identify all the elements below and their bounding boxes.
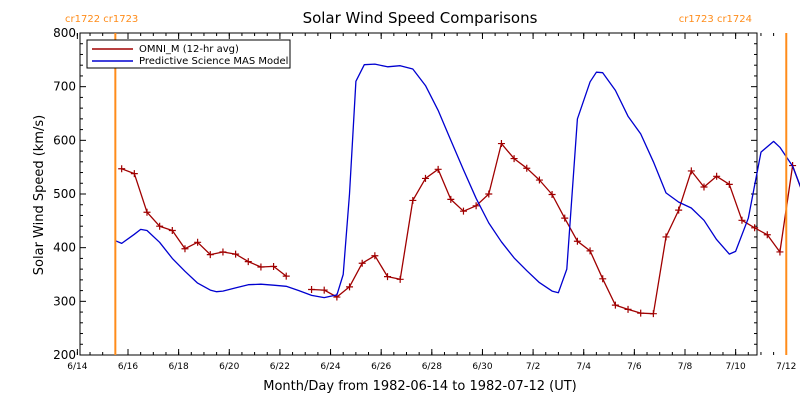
data-point-omni — [700, 183, 708, 191]
data-point-omni — [320, 286, 328, 294]
x-tick-label: 7/8 — [678, 362, 693, 372]
data-point-omni — [662, 233, 670, 241]
x-tick-label: 6/18 — [169, 362, 189, 372]
y-tick-label: 300 — [53, 294, 76, 308]
data-point-omni — [346, 283, 354, 291]
y-tick-label: 600 — [53, 133, 76, 147]
data-point-omni — [548, 191, 556, 199]
data-point-omni — [586, 247, 594, 255]
data-point-omni — [143, 208, 151, 216]
legend: OMNI_M (12-hr avg) Predictive Science MA… — [86, 39, 291, 69]
data-point-omni — [624, 305, 632, 313]
data-point-omni — [434, 165, 442, 173]
data-point-omni — [535, 176, 543, 184]
data-point-omni — [232, 250, 240, 258]
data-point-omni — [130, 170, 138, 178]
series-line-mas — [115, 63, 800, 299]
data-point-omni — [510, 155, 518, 163]
data-point-omni — [675, 206, 683, 214]
data-point-omni — [459, 207, 467, 215]
data-point-omni — [447, 195, 455, 203]
data-point-omni — [561, 214, 569, 222]
y-axis-label: Solar Wind Speed (km/s) — [32, 115, 47, 275]
data-point-omni — [497, 140, 505, 148]
y-tick-label: 700 — [53, 80, 76, 94]
x-axis-label: Month/Day from 1982-06-14 to 1982-07-12 … — [263, 379, 576, 394]
data-point-omni — [763, 231, 771, 239]
data-point-omni — [472, 202, 480, 210]
data-point-omni — [725, 180, 733, 188]
y-tick-label: 800 — [53, 26, 76, 40]
data-point-omni — [687, 167, 695, 175]
data-point-omni — [523, 164, 531, 172]
data-point-omni — [219, 248, 227, 256]
y-tick-label: 200 — [53, 348, 76, 362]
data-point-omni — [637, 309, 645, 317]
x-tick-label: 6/14 — [67, 362, 87, 372]
legend-label-omni: OMNI_M (12-hr avg) — [139, 44, 239, 55]
x-tick-label: 6/30 — [472, 362, 492, 372]
data-point-omni — [156, 222, 164, 230]
carrington-marker-label: cr1723 cr1724 — [679, 14, 752, 25]
legend-label-mas: Predictive Science MAS Model — [139, 56, 288, 67]
data-point-omni — [181, 245, 189, 253]
data-point-omni — [168, 226, 176, 234]
chart-title: Solar Wind Speed Comparisons — [303, 9, 538, 27]
data-point-omni — [384, 273, 392, 281]
data-point-omni — [206, 251, 214, 259]
x-tick-label: 6/22 — [270, 362, 290, 372]
legend-box — [86, 39, 291, 69]
x-tick-label: 7/2 — [526, 362, 540, 372]
data-point-omni — [118, 165, 126, 173]
x-tick-label: 6/24 — [320, 362, 340, 372]
data-point-omni — [611, 301, 619, 309]
data-point-omni — [738, 216, 746, 224]
x-tick-label: 6/20 — [219, 362, 239, 372]
y-tick-label: 400 — [53, 241, 76, 255]
data-point-omni — [409, 196, 417, 204]
data-point-omni — [358, 259, 366, 267]
x-tick-label: 6/16 — [118, 362, 138, 372]
series-line-omni — [311, 142, 800, 315]
data-point-omni — [713, 172, 721, 180]
data-point-omni — [244, 258, 252, 266]
x-tick-label: 6/28 — [422, 362, 442, 372]
data-point-omni — [396, 275, 404, 283]
x-tick-label: 7/10 — [726, 362, 746, 372]
data-point-omni — [573, 237, 581, 245]
data-point-omni — [257, 263, 265, 271]
data-point-omni — [485, 190, 493, 198]
data-point-omni — [308, 286, 316, 294]
data-point-omni — [599, 275, 607, 283]
data-point-omni — [776, 248, 784, 256]
plot-area: 200 300 400 500 600 700 800 6/14 6/16 6/18 6/20 6/2… — [53, 14, 800, 372]
data-point-omni — [649, 310, 657, 318]
data-point-omni — [194, 238, 202, 246]
series-line-omni — [121, 168, 287, 277]
data-point-omni — [270, 262, 278, 270]
data-point-omni — [421, 174, 429, 182]
x-tick-label: 7/6 — [627, 362, 642, 372]
carrington-marker-label: cr1722 cr1723 — [65, 14, 138, 25]
data-point-omni — [751, 224, 759, 232]
x-tick-label: 6/26 — [371, 362, 391, 372]
y-tick-label: 500 — [53, 187, 76, 201]
data-point-omni — [371, 252, 379, 260]
x-tick-label: 7/12 — [776, 362, 796, 372]
x-tick-label: 7/4 — [576, 362, 591, 372]
data-point-omni — [282, 272, 290, 280]
